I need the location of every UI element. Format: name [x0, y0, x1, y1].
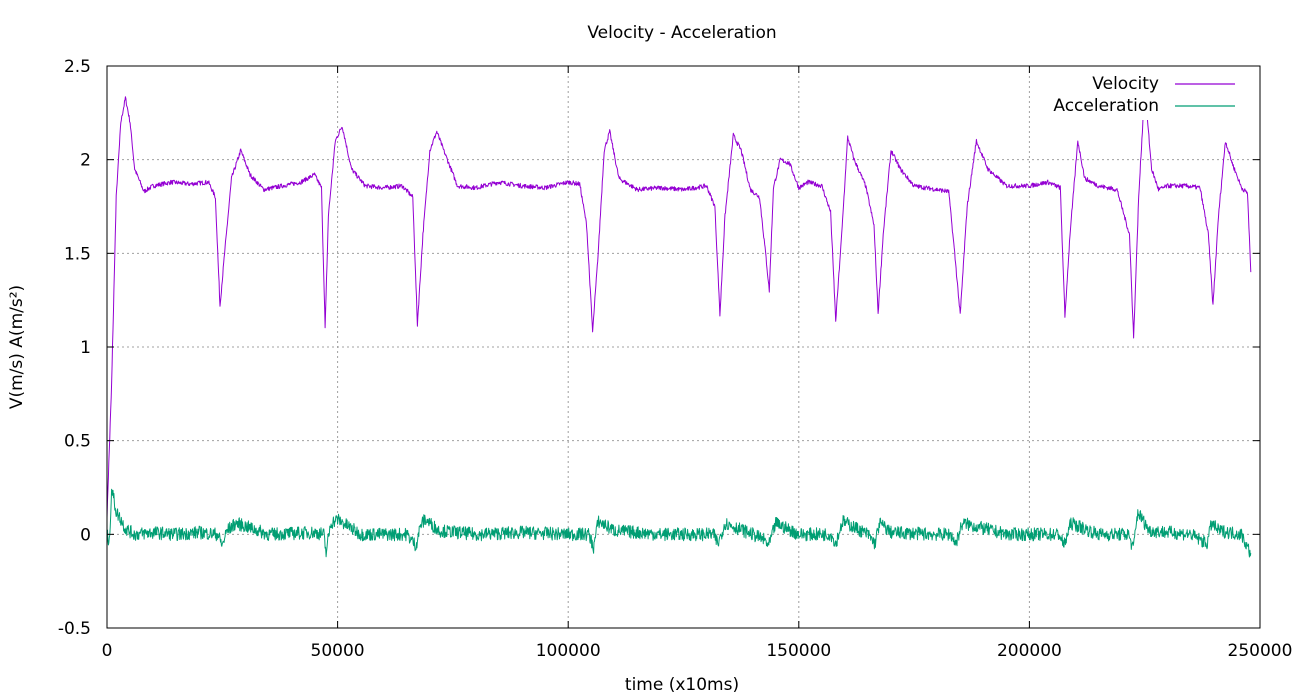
- x-tick-label: 100000: [536, 641, 601, 661]
- series-line-acceleration: [106, 488, 1252, 558]
- series-line-velocity: [106, 87, 1252, 518]
- x-tick-label: 50000: [311, 641, 365, 661]
- x-axis-title: time (x10ms): [625, 675, 739, 695]
- y-tick-label: 0.5: [64, 432, 91, 452]
- axis-ticks: 0 50000 100000 150000 200000 250000 -0.5 0 0.5 1 1…: [58, 57, 1293, 661]
- legend: Velocity Acceleration: [1030, 72, 1256, 120]
- x-tick-label: 0: [102, 641, 113, 661]
- x-tick-label: 150000: [766, 641, 831, 661]
- x-tick-label: 200000: [997, 641, 1062, 661]
- series-lines: [106, 87, 1252, 558]
- y-tick-label: -0.5: [58, 619, 91, 639]
- chart-title: Velocity - Acceleration: [587, 23, 776, 43]
- legend-background: [1030, 72, 1256, 120]
- legend-label-velocity: Velocity: [1092, 74, 1159, 94]
- y-tick-label: 1.5: [64, 244, 91, 264]
- y-tick-label: 2.5: [64, 57, 91, 77]
- y-tick-label: 0: [80, 525, 91, 545]
- legend-label-acceleration: Acceleration: [1053, 96, 1159, 116]
- y-tick-label: 2: [80, 151, 91, 171]
- grid-lines: [107, 66, 1260, 628]
- y-tick-label: 1: [80, 338, 91, 358]
- y-axis-title: V(m/s) A(m/s²): [7, 285, 27, 409]
- x-tick-label: 250000: [1228, 641, 1293, 661]
